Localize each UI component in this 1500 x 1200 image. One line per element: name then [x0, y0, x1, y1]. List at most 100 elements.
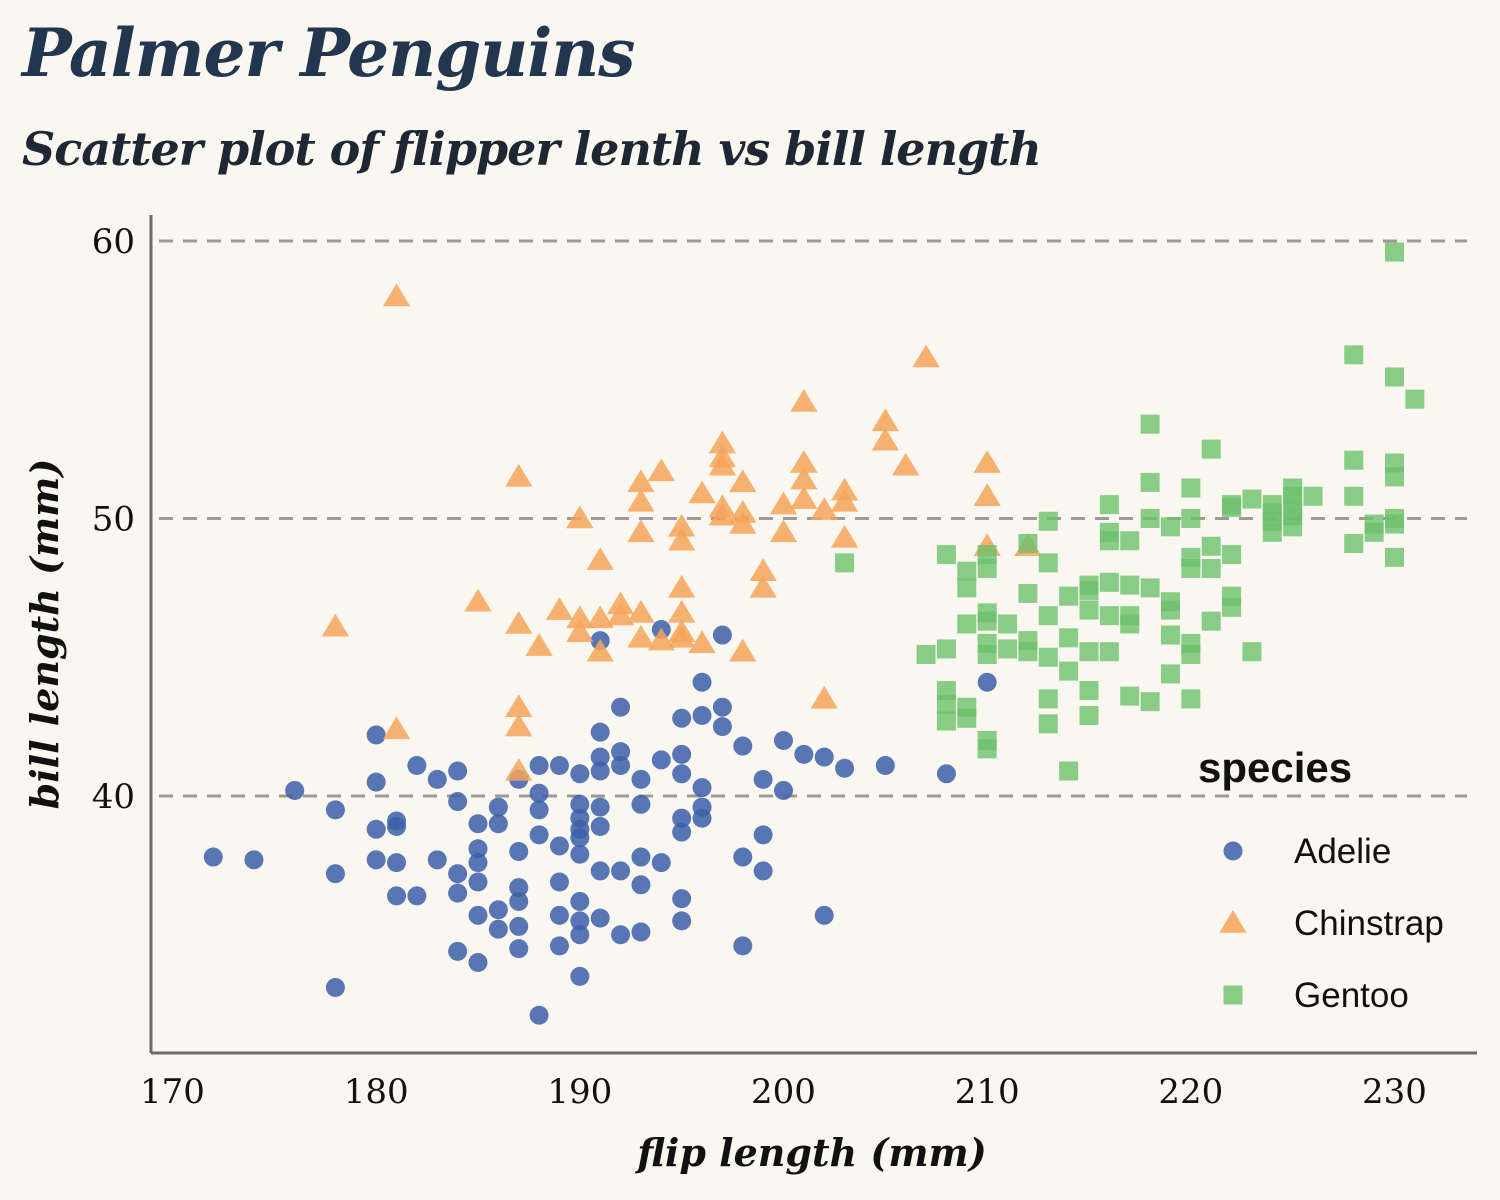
adelie-point — [936, 764, 956, 784]
adelie-point — [570, 925, 590, 945]
adelie-point — [509, 916, 529, 936]
gentoo-point — [1181, 689, 1201, 709]
adelie-point — [468, 814, 488, 834]
chinstrap-point — [729, 638, 757, 662]
gentoo-point — [1140, 414, 1160, 434]
adelie-point — [590, 861, 610, 881]
chinstrap-point — [566, 505, 594, 529]
adelie-point — [549, 936, 569, 956]
chinstrap-point — [505, 610, 533, 634]
chinstrap-point — [505, 758, 533, 781]
chinstrap-point — [790, 450, 818, 473]
gentoo-point — [1385, 367, 1404, 387]
gentoo-point — [1201, 558, 1221, 578]
adelie-point — [590, 722, 610, 742]
gentoo-point — [1181, 478, 1201, 498]
gentoo-point — [1140, 578, 1160, 598]
adelie-point — [509, 878, 529, 898]
gentoo-point — [1120, 614, 1140, 634]
chinstrap-point — [505, 463, 533, 487]
adelie-point — [590, 761, 610, 781]
legend-square-icon — [1223, 985, 1243, 1005]
chinstrap-point — [627, 488, 655, 512]
chinstrap-point — [708, 430, 737, 454]
adelie-point — [651, 853, 671, 873]
gentoo-point — [977, 558, 997, 578]
adelie-point — [753, 861, 773, 881]
chinstrap-point — [627, 599, 655, 623]
adelie-point — [468, 839, 488, 859]
legend-item-gentoo: Gentoo — [1223, 976, 1409, 1015]
adelie-point — [448, 761, 468, 781]
axis-ticks: 40 50 60 170 180 190 200 210 220 230 — [92, 222, 1427, 1112]
adelie-point — [611, 755, 631, 775]
adelie-point — [468, 853, 488, 873]
legend-label: Gentoo — [1294, 976, 1409, 1015]
adelie-point — [244, 850, 264, 870]
gentoo-point — [1120, 686, 1140, 706]
y-tick-label: 60 — [92, 222, 135, 262]
gentoo-point — [1038, 606, 1058, 626]
adelie-point — [692, 672, 712, 692]
gentoo-point — [1385, 547, 1404, 567]
adelie-point — [733, 936, 753, 956]
gentoo-point — [998, 639, 1018, 659]
chinstrap-point — [464, 588, 492, 612]
chinstrap-point — [668, 527, 696, 551]
adelie-point — [611, 861, 631, 881]
chinstrap-point — [973, 483, 1001, 507]
gentoo-point — [1099, 572, 1119, 592]
adelie-point — [366, 850, 386, 870]
chinstrap-point — [566, 619, 594, 643]
adelie-point — [549, 755, 569, 775]
gentoo-point — [1120, 575, 1140, 595]
adelie-point — [448, 941, 468, 961]
adelie-point — [733, 736, 753, 756]
adelie-point — [529, 1005, 549, 1025]
x-tick-label: 190 — [547, 1072, 612, 1112]
adelie-point — [427, 850, 447, 870]
legend-label: Adelie — [1294, 832, 1391, 871]
gentoo-point — [977, 644, 997, 664]
gentoo-point — [1038, 689, 1058, 709]
gentoo-point — [936, 711, 956, 731]
chinstrap-point — [688, 480, 716, 504]
x-tick-label: 200 — [751, 1072, 816, 1112]
chinstrap-point — [505, 694, 533, 717]
gentoo-point — [998, 614, 1018, 634]
adelie-point — [774, 731, 793, 750]
gentoo-point — [1344, 450, 1364, 470]
adelie-point — [692, 706, 712, 726]
gentoo-point — [1344, 533, 1364, 553]
chinstrap-point — [525, 633, 553, 656]
chinstrap-point — [769, 519, 798, 543]
chinstrap-point — [647, 458, 675, 482]
x-tick-label: 210 — [955, 1072, 1020, 1112]
chinstrap-point — [912, 344, 940, 368]
gentoo-point — [1018, 642, 1038, 662]
chinstrap-point — [749, 574, 777, 598]
gentoo-point — [1099, 606, 1119, 626]
gentoo-point — [1079, 706, 1099, 726]
adelie-point — [549, 872, 569, 892]
chinstrap-point — [668, 574, 696, 598]
x-tick-label: 230 — [1362, 1072, 1427, 1112]
adelie-point — [488, 919, 508, 939]
chinstrap-point — [606, 602, 635, 626]
chinstrap-point — [505, 713, 533, 737]
legend-item-adelie: Adelie — [1223, 832, 1391, 871]
adelie-point — [325, 864, 345, 884]
gentoo-point — [1059, 628, 1079, 648]
gentoo-point — [957, 708, 977, 728]
gentoo-point — [1018, 583, 1038, 603]
adelie-point — [753, 769, 773, 789]
gentoo-point — [1181, 509, 1201, 528]
adelie-point — [672, 808, 692, 828]
chinstrap-point — [810, 497, 838, 520]
gentoo-point — [1222, 597, 1242, 617]
chinstrap-point — [688, 630, 716, 654]
adelie-point — [774, 780, 793, 800]
adelie-point — [366, 819, 386, 839]
chart-subtitle: Scatter plot of flipper lenth vs bill le… — [22, 122, 1042, 176]
gentoo-point — [835, 553, 855, 573]
